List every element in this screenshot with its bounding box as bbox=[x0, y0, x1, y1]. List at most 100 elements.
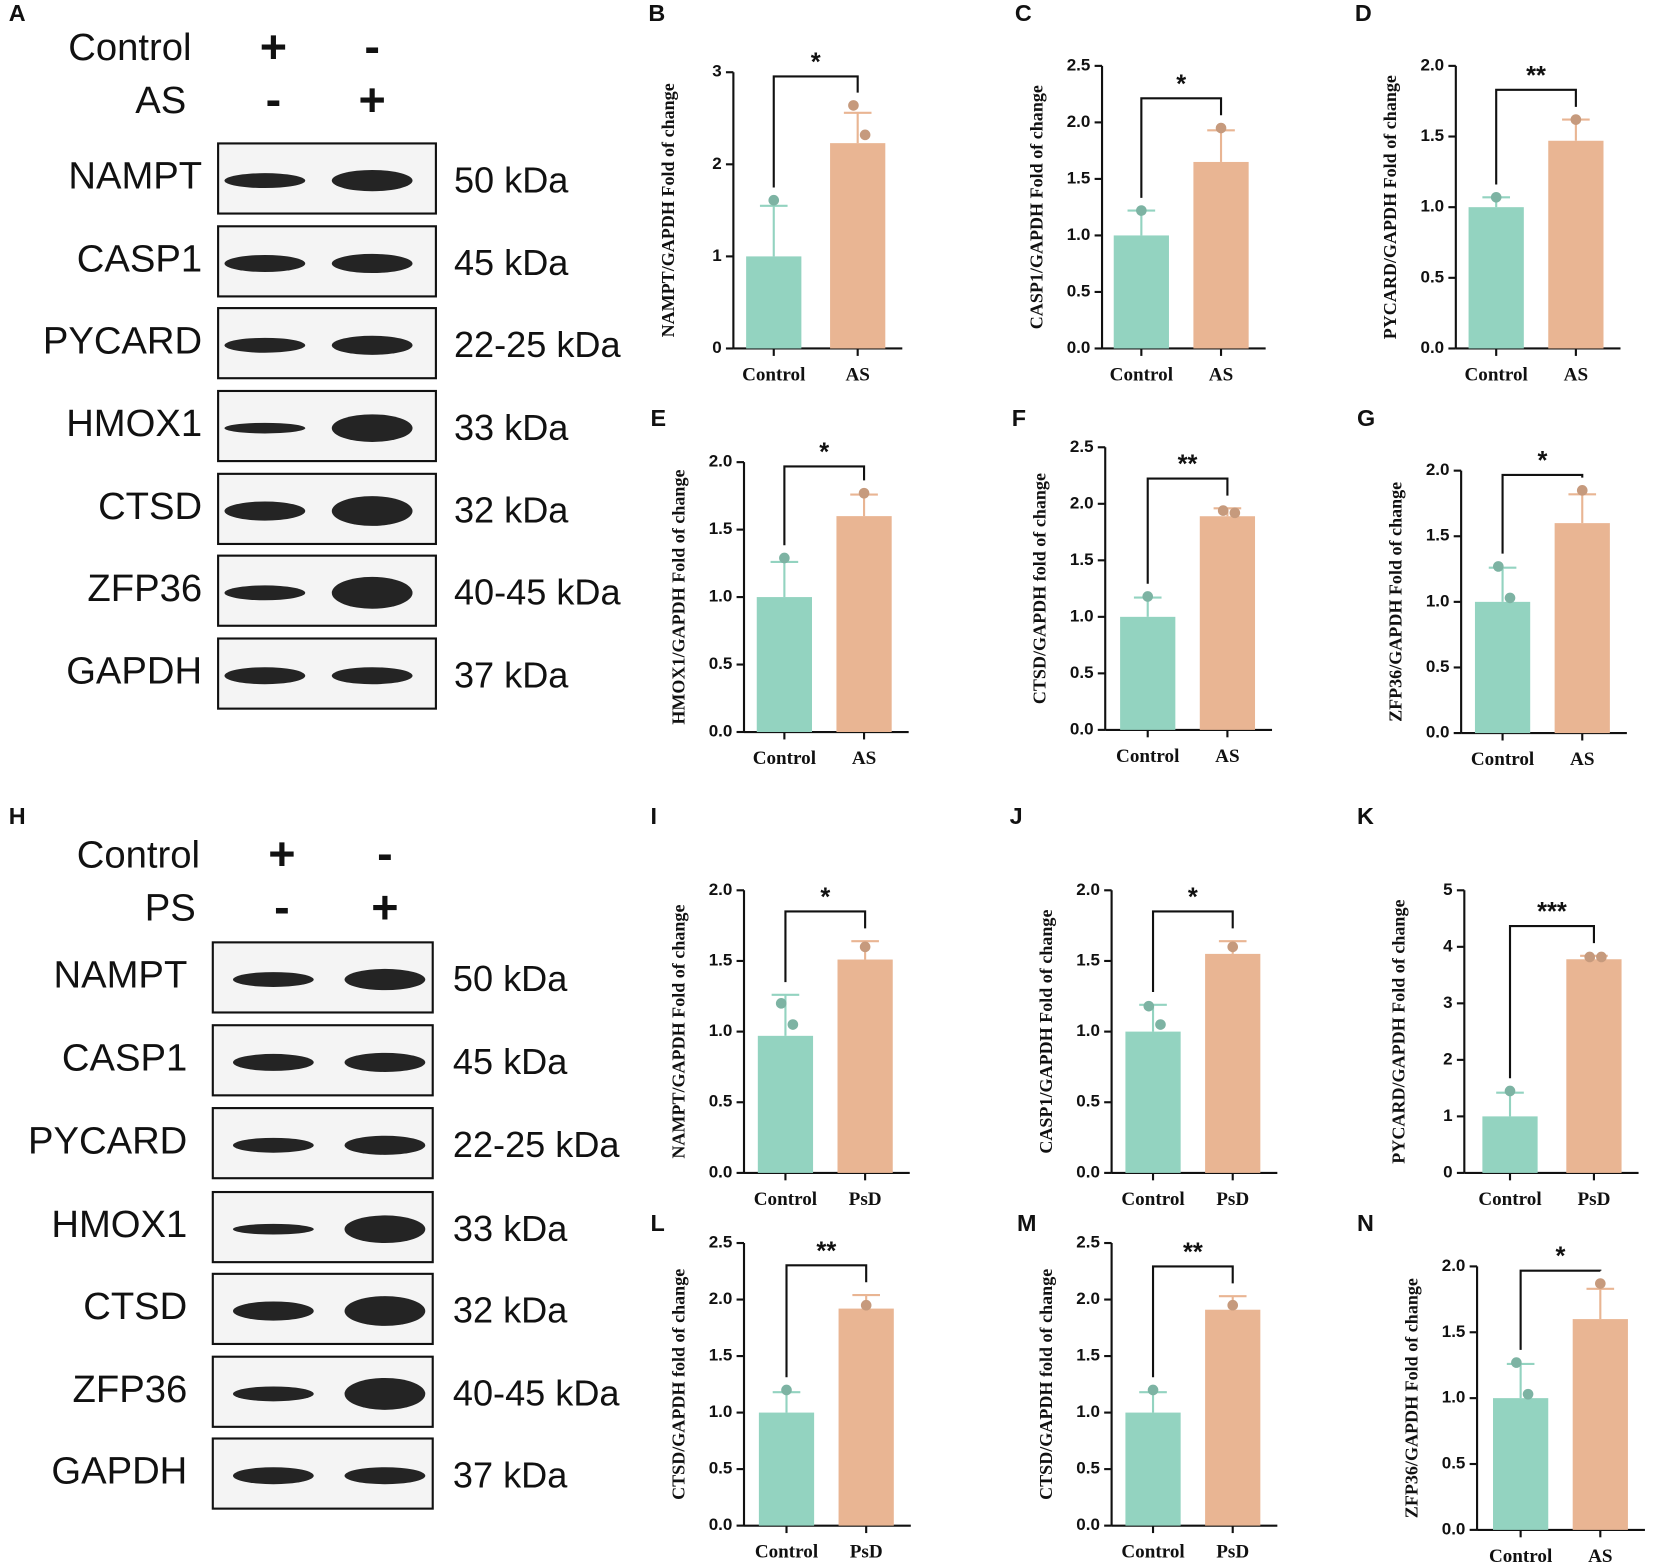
y-tick-label: 0.0 bbox=[709, 1162, 733, 1181]
data-point bbox=[787, 1019, 799, 1030]
y-tick-label: 0.0 bbox=[1426, 723, 1450, 742]
y-tick-label: 2.5 bbox=[1076, 1233, 1100, 1252]
panel-letter: M bbox=[1017, 1210, 1036, 1236]
significance-bracket bbox=[783, 465, 866, 546]
size-label: 45 kDa bbox=[454, 242, 569, 283]
x-tick-label: AS bbox=[845, 364, 869, 385]
blot-band bbox=[331, 414, 413, 442]
y-tick-label: 0.5 bbox=[1426, 657, 1450, 676]
data-point bbox=[1136, 205, 1147, 216]
data-point bbox=[1576, 485, 1588, 496]
y-tick-label: 2 bbox=[712, 154, 721, 173]
condition-label: Control bbox=[77, 833, 200, 876]
y-tick-label: 1.0 bbox=[1076, 1021, 1100, 1040]
blot-band bbox=[344, 1135, 426, 1155]
panel-letter: H bbox=[9, 803, 26, 829]
panel-letter: L bbox=[651, 1210, 665, 1236]
blot-band bbox=[331, 335, 413, 355]
protein-label: HMOX1 bbox=[66, 402, 202, 445]
y-tick-label: 2.0 bbox=[1421, 55, 1445, 74]
y-tick-label: 3 bbox=[1443, 993, 1452, 1012]
blot-band bbox=[331, 253, 413, 274]
panel-letter: J bbox=[1010, 803, 1023, 829]
y-tick-label: 0.0 bbox=[1421, 338, 1445, 357]
significance-bracket bbox=[1508, 925, 1596, 1079]
bar bbox=[1125, 1412, 1181, 1526]
blot-band bbox=[224, 501, 306, 521]
condition-label: Control bbox=[68, 26, 191, 69]
y-axis-label: HMOX1/GAPDH Fold of change bbox=[668, 469, 688, 724]
x-tick-label: Control bbox=[742, 364, 805, 385]
x-tick-label: Control bbox=[1465, 364, 1528, 385]
data-point bbox=[1227, 941, 1239, 953]
y-tick-label: 0.5 bbox=[709, 1459, 733, 1478]
blot-band bbox=[331, 496, 413, 526]
blot-band bbox=[331, 169, 413, 192]
x-tick-label: Control bbox=[754, 1189, 817, 1210]
bar bbox=[837, 959, 893, 1173]
significance-label: ** bbox=[816, 1237, 836, 1265]
bar bbox=[1120, 616, 1176, 730]
y-tick-label: 0.5 bbox=[1442, 1453, 1466, 1472]
size-label: 33 kDa bbox=[454, 407, 569, 448]
y-tick-label: 1 bbox=[1443, 1106, 1452, 1125]
y-tick-label: 1.5 bbox=[709, 1346, 733, 1365]
data-point bbox=[860, 1299, 872, 1311]
y-tick-label: 1.5 bbox=[1070, 550, 1094, 569]
y-tick-label: 0.0 bbox=[1442, 1519, 1466, 1538]
x-tick-label: Control bbox=[753, 748, 816, 769]
y-tick-label: 2.5 bbox=[1067, 55, 1091, 74]
bar bbox=[1493, 1398, 1549, 1530]
data-point bbox=[1522, 1388, 1534, 1400]
x-tick-label: AS bbox=[852, 748, 876, 769]
significance-label: ** bbox=[1178, 451, 1198, 479]
x-tick-label: Control bbox=[1121, 1542, 1184, 1563]
size-label: 40-45 kDa bbox=[454, 571, 622, 612]
blot-band bbox=[232, 1137, 314, 1153]
blot-band bbox=[224, 173, 306, 189]
panel-letter: F bbox=[1012, 405, 1026, 431]
significance-label: * bbox=[811, 48, 821, 76]
data-point bbox=[1217, 505, 1229, 516]
y-axis-label: PYCARD/GAPDH Fold of change bbox=[1380, 75, 1400, 339]
significance-bracket bbox=[772, 75, 859, 188]
x-tick-label: AS bbox=[1570, 749, 1594, 770]
x-tick-label: AS bbox=[1215, 746, 1239, 767]
y-tick-label: 2.0 bbox=[1067, 112, 1091, 131]
x-tick-label: PsD bbox=[1216, 1542, 1249, 1563]
y-tick-label: 5 bbox=[1443, 880, 1452, 899]
x-tick-label: Control bbox=[1471, 749, 1534, 770]
y-tick-label: 0.5 bbox=[709, 1092, 733, 1111]
bar bbox=[838, 1308, 894, 1526]
data-point bbox=[1142, 591, 1154, 602]
blot-band bbox=[224, 585, 306, 601]
significance-label: ** bbox=[1183, 1238, 1203, 1266]
significance-bracket bbox=[1519, 1269, 1602, 1350]
blot-band bbox=[344, 1467, 426, 1485]
protein-label: HMOX1 bbox=[51, 1203, 187, 1246]
condition-mark: + bbox=[260, 20, 287, 72]
data-point bbox=[1595, 1278, 1606, 1289]
condition-label: AS bbox=[135, 79, 186, 122]
x-tick-label: Control bbox=[1110, 364, 1173, 385]
significance-label: * bbox=[1176, 70, 1186, 98]
blot-band bbox=[232, 1053, 314, 1071]
panel-letter: N bbox=[1357, 1210, 1374, 1236]
blot-band bbox=[344, 968, 426, 991]
x-tick-label: PsD bbox=[1216, 1189, 1249, 1210]
bar bbox=[1566, 959, 1622, 1173]
y-tick-label: 0.5 bbox=[709, 654, 733, 673]
data-point bbox=[1229, 507, 1241, 519]
significance-label: ** bbox=[1526, 62, 1546, 90]
blot-band bbox=[344, 1377, 426, 1410]
protein-label: NAMPT bbox=[53, 954, 187, 997]
x-tick-label: Control bbox=[1478, 1189, 1541, 1210]
panel-letter: I bbox=[651, 803, 658, 829]
x-tick-label: PsD bbox=[1577, 1189, 1610, 1210]
y-tick-label: 1.0 bbox=[1076, 1402, 1100, 1421]
bar bbox=[1572, 1319, 1628, 1530]
protein-label: CASP1 bbox=[62, 1036, 187, 1079]
y-tick-label: 1.5 bbox=[1442, 1322, 1466, 1341]
y-tick-label: 1.5 bbox=[1426, 526, 1450, 545]
panel-letter: D bbox=[1355, 0, 1372, 26]
